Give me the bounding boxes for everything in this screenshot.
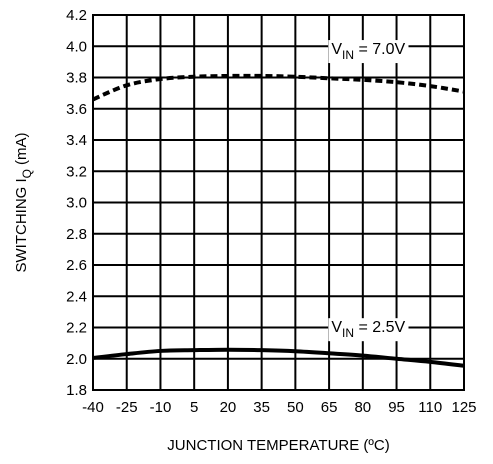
annotation-background — [328, 40, 409, 64]
x-tick-label: 95 — [388, 399, 405, 416]
x-tick-label: 125 — [451, 399, 476, 416]
y-tick-label: 1.8 — [66, 382, 87, 399]
annotation-background — [328, 318, 409, 342]
y-tick-label: 4.0 — [66, 38, 87, 55]
y-tick-label: 2.0 — [66, 351, 87, 368]
y-axis-title-main: SWITCHING I — [13, 178, 30, 272]
x-tick-label: 35 — [253, 399, 270, 416]
x-tick-label: -40 — [82, 399, 104, 416]
x-tick-labels: -40 -25 -10 5 20 35 50 65 80 95 110 125 — [82, 399, 476, 416]
x-tick-label: -25 — [116, 399, 138, 416]
y-tick-label: 3.6 — [66, 101, 87, 118]
y-tick-label: 2.4 — [66, 288, 87, 305]
annotation-vin-7v: VIN = 7.0V — [331, 41, 405, 62]
x-tick-label: 110 — [418, 399, 442, 416]
x-tick-label: 65 — [321, 399, 338, 416]
y-tick-label: 2.8 — [66, 226, 87, 243]
y-tick-label: 3.0 — [66, 195, 87, 212]
y-tick-label: 3.2 — [66, 163, 87, 180]
y-tick-label: 4.2 — [66, 7, 87, 24]
series-vin-7v-line — [92, 73, 465, 102]
annotation-layer: VIN = 7.0V VIN = 2.5V — [328, 40, 409, 342]
y-tick-label: 3.4 — [66, 132, 87, 149]
x-tick-label: 80 — [354, 399, 371, 416]
series-layer — [92, 73, 465, 368]
series-vin-2-5v-line — [92, 347, 465, 368]
y-tick-label: 3.8 — [66, 70, 87, 87]
x-tick-label: 20 — [220, 399, 237, 416]
y-axis-title-sub: Q — [20, 169, 34, 178]
y-axis-title-unit: (mA) — [13, 132, 30, 165]
y-axis-title: SWITCHING IQ (mA) — [13, 132, 34, 272]
x-tick-label: 5 — [190, 399, 198, 416]
x-tick-label: -10 — [150, 399, 172, 416]
plot-frame — [92, 14, 465, 391]
x-tick-label: 50 — [287, 399, 304, 416]
y-tick-label: 2.2 — [66, 320, 87, 337]
annotation-vin-2-5v: VIN = 2.5V — [331, 319, 405, 340]
x-axis-title: JUNCTION TEMPERATURE (ºC) — [167, 437, 389, 454]
y-tick-labels: 1.8 2.0 2.2 2.4 2.6 2.8 3.0 3.2 3.4 3.6 3.8 4.0 4.2 — [66, 7, 87, 399]
y-tick-label: 2.6 — [66, 257, 87, 274]
